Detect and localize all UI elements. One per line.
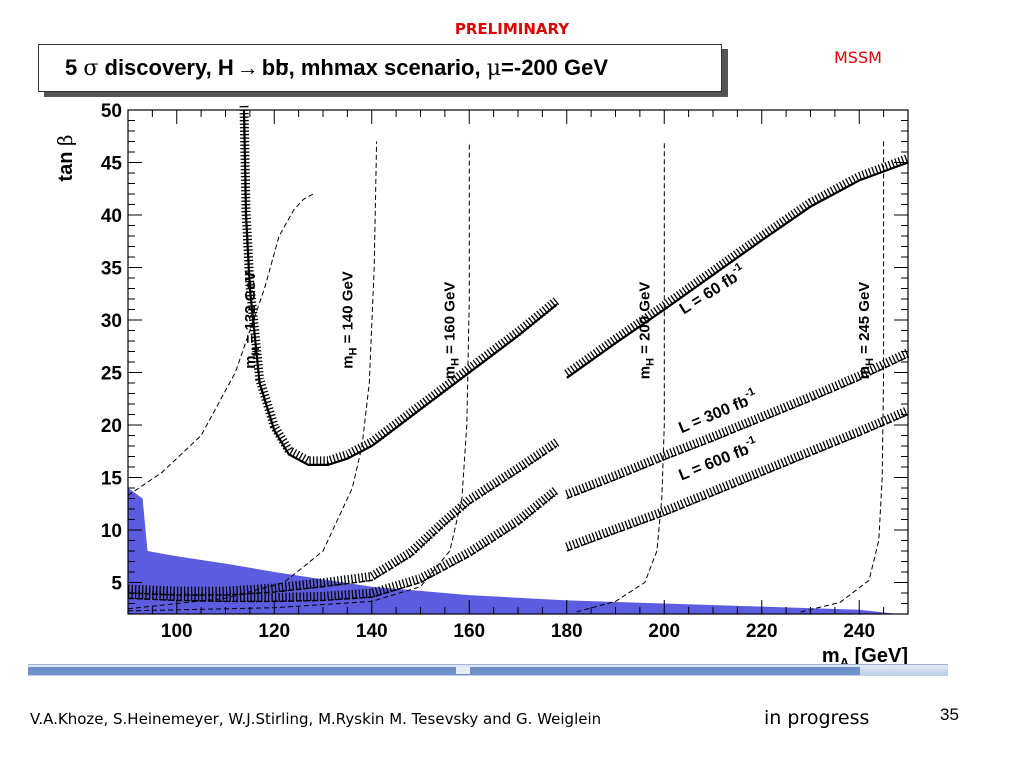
x-tick-label: 200 [648,621,680,642]
mh-contour-label: mH = 200 GeV [637,282,657,380]
discovery-contour-line [566,356,909,500]
y-tick-label: 45 [101,154,123,175]
x-tick-label: 180 [551,621,583,642]
discovery-contour-hatch [565,406,910,552]
mh-contour-label: mH = 160 GeV [442,282,462,380]
y-tick-label: 25 [101,364,123,385]
title-bb: bb [262,55,289,80]
mh-contour-line [127,193,314,496]
mh-contour-line [127,141,470,612]
slide-footer-bar [28,664,948,676]
title-bb-text: bb [261,55,289,80]
y-tick-label: 35 [101,259,123,280]
title-mid: discovery, H [98,55,234,80]
authors-text: V.A.Khoze, S.Heinemeyer, W.J.Stirling, M… [30,710,602,728]
y-tick-label: 30 [101,311,122,332]
y-tick-label: 20 [101,416,122,437]
chart-canvas: 100 120 140 160 180 200 220 240 5 10 15 20 25 30 35 40 4… [53,101,910,670]
y-axis-label: tan β [53,134,77,181]
status-text: in progress [764,707,870,729]
chart-title: 5 σ discovery, H → bb, mhmax scenario, μ=-… [38,44,722,92]
title-arrow: → [236,55,259,80]
discovery-contour-line [242,109,558,466]
x-tick-label: 220 [746,621,778,642]
title-mu: μ [486,56,502,81]
title-bbar [276,63,288,65]
discovery-contour-line [127,492,558,603]
x-tick-label: 100 [161,621,193,642]
discovery-contour-line [566,413,909,552]
discovery-contour-hatch [239,105,560,466]
footer-bar-fill [28,667,860,675]
discovery-contour-hatch [127,485,560,602]
preliminary-label: PRELIMINARY [454,20,570,38]
title-end: =-200 GeV [501,55,609,80]
x-tick-label: 140 [356,621,388,642]
y-tick-label: 10 [101,521,122,542]
mh-contour-line [127,141,378,610]
discovery-contour-label: L = 600 fb-1 [675,434,761,485]
discovery-contour-hatch [127,438,560,596]
x-axis-label: mA [GeV] [822,645,908,670]
page-number: 35 [940,705,959,724]
y-tick-label: 15 [101,469,123,490]
y-tick-label: 40 [101,206,122,227]
mssm-label: MSSM [834,48,882,67]
discovery-contour-label: L = 300 fb-1 [675,386,760,438]
footer-bar-grip [456,667,470,674]
mh-contour-label: mH = 140 GeV [339,271,359,369]
y-tick-label: 5 [111,574,122,595]
title-sigma: σ [83,56,99,81]
title-tail: , mhmax scenario, [288,55,487,80]
discovery-contour-line [566,161,909,379]
x-tick-label: 160 [453,621,485,642]
x-tick-label: 240 [843,621,875,642]
title-lead: 5 [65,55,84,80]
x-tick-label: 120 [258,621,290,642]
discovery-contour-hatch [564,154,910,378]
y-tick-label: 50 [101,101,122,122]
